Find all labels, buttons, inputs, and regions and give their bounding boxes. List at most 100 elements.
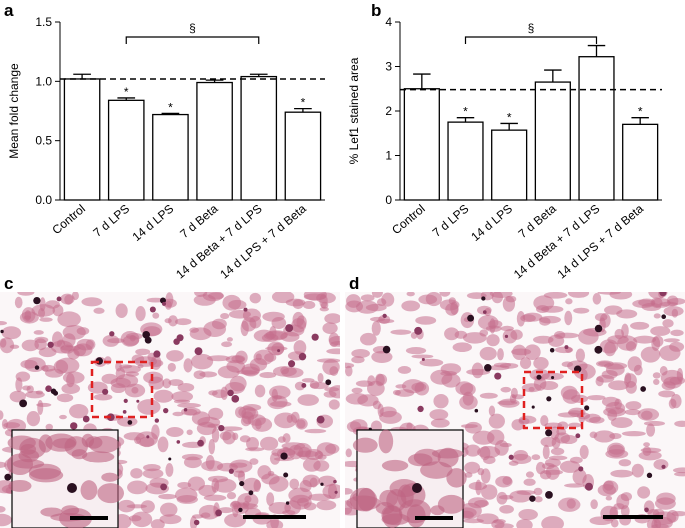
nucleus (162, 301, 167, 306)
tissue (345, 362, 355, 369)
tissue (222, 294, 242, 311)
tissue (177, 402, 202, 408)
nucleus (575, 433, 581, 439)
tissue (31, 304, 56, 317)
nucleus (644, 507, 649, 513)
tissue (650, 326, 671, 336)
nucleus (193, 519, 200, 526)
tissue (266, 492, 275, 507)
significance-star: * (507, 110, 512, 124)
tissue (499, 504, 514, 514)
nucleus (50, 388, 57, 395)
nucleus (154, 418, 160, 423)
tissue (302, 457, 321, 472)
panel-label: b (371, 1, 381, 20)
tissue (9, 390, 26, 403)
nucleus (149, 306, 156, 313)
tissue (211, 427, 220, 443)
tissue (254, 384, 266, 398)
tissue (472, 430, 495, 445)
x-tick-label: 14 d LPS (130, 202, 177, 244)
tissue (366, 380, 385, 397)
tissue (371, 320, 381, 336)
bar (240, 75, 278, 201)
tissue (531, 454, 541, 461)
tissue (228, 309, 251, 319)
nucleus (551, 376, 555, 380)
inset-nucleus (412, 483, 422, 493)
tissue (397, 366, 412, 374)
nucleus (56, 296, 62, 302)
tissue (67, 348, 80, 360)
tissue (0, 410, 4, 421)
tissue (21, 339, 39, 352)
tissue (290, 411, 300, 423)
tissue (93, 307, 105, 314)
tissue (560, 385, 578, 400)
x-tick-label: Control (49, 202, 88, 238)
nucleus (160, 483, 168, 491)
tissue (459, 502, 482, 519)
nucleus (316, 415, 325, 424)
tissue (219, 426, 243, 432)
inset-tissue (61, 505, 80, 516)
tissue (539, 317, 551, 326)
tissue (17, 292, 35, 296)
tissue (605, 495, 613, 501)
tissue (497, 348, 504, 361)
significance-star: * (463, 105, 468, 119)
tissue (670, 329, 684, 337)
tissue (604, 305, 623, 315)
tissue (381, 292, 395, 307)
tissue (297, 394, 319, 406)
tissue (174, 487, 198, 503)
inset-tissue (81, 451, 115, 463)
tissue (135, 348, 151, 356)
tissue (479, 446, 491, 461)
tissue (249, 292, 261, 304)
tissue (271, 292, 295, 304)
tissue (35, 390, 44, 395)
tissue (69, 404, 89, 419)
nucleus (194, 347, 203, 356)
tissue (533, 357, 549, 370)
tissue (36, 402, 52, 408)
tissue (37, 399, 44, 415)
tissue (499, 494, 514, 500)
nucleus (4, 473, 12, 481)
nucleus (168, 457, 172, 461)
panel-label: d (349, 274, 359, 293)
tissue (579, 444, 589, 460)
tissue (556, 428, 567, 436)
tissue (261, 473, 280, 485)
nucleus (176, 440, 181, 444)
tissue (624, 373, 637, 388)
tissue (550, 447, 565, 456)
tissue (271, 388, 278, 402)
tissue (162, 378, 172, 389)
tissue (345, 365, 353, 377)
nucleus (127, 420, 133, 425)
tissue (299, 479, 312, 493)
bar (578, 56, 615, 201)
inset-box (522, 370, 584, 430)
tissue (638, 450, 662, 461)
tissue (646, 518, 662, 528)
tissue (525, 471, 534, 478)
tissue (199, 371, 218, 378)
tissue (464, 461, 481, 474)
tissue (165, 463, 174, 477)
tissue (120, 365, 141, 374)
tissue (181, 453, 203, 461)
tissue (198, 484, 217, 497)
tissue (617, 335, 638, 351)
inset-tissue (6, 453, 34, 476)
tissue (158, 493, 177, 500)
tissue (411, 354, 434, 359)
tissue (652, 372, 661, 379)
tissue (166, 350, 184, 362)
nucleus (228, 468, 234, 474)
tissue (568, 292, 590, 298)
tissue (392, 389, 401, 396)
panel-label: c (4, 274, 13, 293)
